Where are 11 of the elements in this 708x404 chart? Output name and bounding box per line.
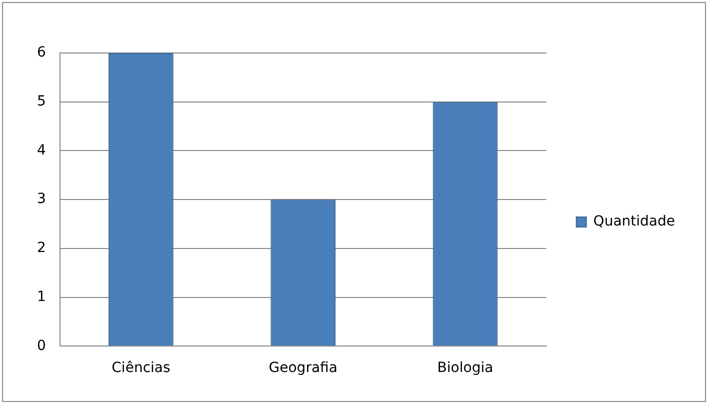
y-tick-label: 6 [36, 44, 46, 61]
y-tick-label: 3 [36, 191, 46, 208]
legend-label: Quantidade [593, 214, 676, 230]
y-tick-label: 1 [36, 288, 46, 305]
y-tick-label: 0 [36, 338, 46, 354]
x-tick-label: Ciências [112, 360, 170, 376]
y-tick-label: 5 [36, 94, 46, 110]
x-tick-label: Geografia [268, 360, 338, 376]
y-tick-label: 4 [36, 142, 46, 158]
y-tick-label: 2 [36, 240, 46, 256]
x-tick-label: Biologia [437, 360, 494, 376]
